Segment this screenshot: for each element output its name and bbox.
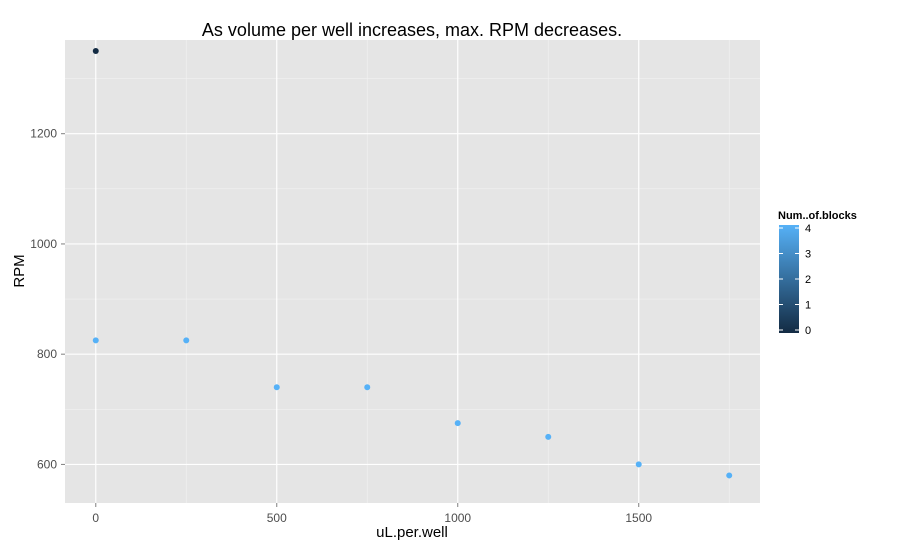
x-tick-label: 1000 bbox=[444, 511, 471, 525]
legend-ticks: 0 1 2 3 4 bbox=[779, 223, 811, 337]
data-point bbox=[92, 337, 99, 344]
data-points bbox=[92, 48, 733, 479]
data-point bbox=[364, 384, 371, 391]
plot-panel bbox=[65, 40, 760, 503]
x-tick-label: 500 bbox=[267, 511, 287, 525]
legend-tick-label: 0 bbox=[805, 325, 811, 337]
y-axis-title: RPM bbox=[11, 254, 28, 287]
x-tick-label: 1500 bbox=[625, 511, 652, 525]
x-axis-title: uL.per.well bbox=[376, 524, 448, 541]
y-tick-label: 600 bbox=[37, 457, 57, 471]
legend-tick-label: 2 bbox=[805, 274, 811, 286]
x-axis-ticks: 0 500 1000 1500 bbox=[92, 503, 652, 525]
data-point bbox=[92, 48, 99, 55]
y-tick-label: 1200 bbox=[30, 127, 57, 141]
data-point bbox=[726, 472, 733, 479]
data-point bbox=[635, 461, 642, 468]
y-axis-ticks: 600 800 1000 1200 bbox=[30, 127, 65, 471]
legend-colorbar bbox=[779, 225, 799, 333]
legend-tick-label: 4 bbox=[805, 223, 811, 235]
color-legend: Num..of.blocks 0 1 2 3 4 bbox=[778, 210, 857, 337]
y-tick-label: 800 bbox=[37, 347, 57, 361]
legend-tick-label: 1 bbox=[805, 300, 811, 312]
data-point bbox=[183, 337, 190, 344]
y-tick-label: 1000 bbox=[30, 237, 57, 251]
data-point bbox=[273, 384, 280, 391]
data-point bbox=[454, 420, 461, 427]
x-tick-label: 0 bbox=[92, 511, 99, 525]
legend-tick-label: 3 bbox=[805, 249, 811, 261]
chart-title: As volume per well increases, max. RPM d… bbox=[202, 20, 622, 40]
minor-gridlines bbox=[65, 40, 760, 503]
data-point bbox=[545, 433, 552, 440]
legend-title: Num..of.blocks bbox=[778, 210, 857, 222]
major-gridlines bbox=[65, 40, 760, 503]
